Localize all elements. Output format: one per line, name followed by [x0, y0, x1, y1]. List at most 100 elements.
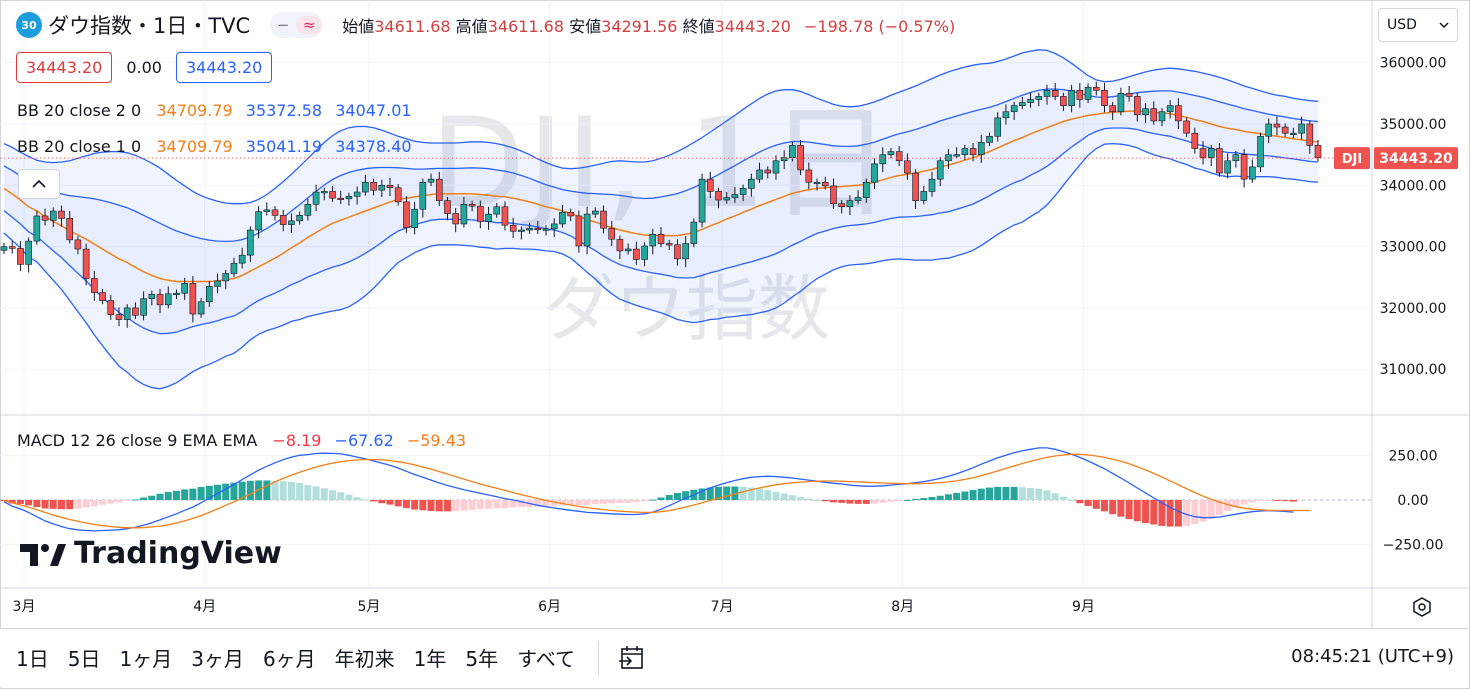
candle-body: [1166, 105, 1174, 113]
candle-body: [49, 210, 57, 221]
macd-histogram-bar: [1068, 500, 1076, 501]
macd-histogram-bar: [205, 485, 213, 500]
currency-select[interactable]: USD: [1378, 8, 1458, 42]
macd-histogram-bar: [739, 486, 747, 500]
candle-body: [1117, 93, 1125, 113]
range-6m-button[interactable]: 6ヶ月: [262, 647, 316, 671]
macd-histogram-bar: [460, 500, 468, 511]
range-1d-button[interactable]: 1日: [16, 647, 49, 671]
price-tick-label: 32000.00: [1380, 301, 1447, 317]
wave-icon[interactable]: ≈: [296, 16, 323, 34]
candle-body: [378, 185, 386, 191]
macd-histogram-bar: [1248, 500, 1256, 503]
bb2-legend[interactable]: BB 20 close 2 0 34709.79 35372.58 34047.…: [17, 101, 420, 120]
macd-histogram-bar: [895, 500, 903, 501]
macd-histogram-bar: [1051, 493, 1059, 500]
macd-histogram-bar: [25, 500, 33, 506]
macd-histogram-bar: [1224, 500, 1232, 511]
range-3m-button[interactable]: 3ヶ月: [191, 647, 244, 671]
macd-histogram-bar: [164, 492, 172, 500]
range-all-button[interactable]: すべて: [517, 647, 575, 671]
low-label: 安値: [569, 17, 602, 36]
sell-price-button[interactable]: 34443.20: [16, 52, 113, 83]
macd-histogram-bar: [977, 488, 985, 500]
macd-histogram-bar: [706, 487, 714, 500]
candle-body: [863, 181, 870, 198]
chart-settings-button[interactable]: [1404, 592, 1440, 622]
macd-histogram-bar: [813, 500, 821, 501]
candle-body: [583, 213, 591, 247]
candle-body: [41, 215, 49, 221]
candle-body: [99, 292, 106, 301]
macd-histogram-bar: [1265, 500, 1273, 501]
macd-legend[interactable]: MACD 12 26 close 9 EMA EMA −8.19 −67.62 …: [17, 431, 474, 450]
time-tick-label: 9月: [1072, 599, 1095, 615]
symbol-badge[interactable]: 30: [16, 12, 42, 38]
macd-histogram-bar: [542, 500, 550, 507]
toolbar-divider: [598, 641, 599, 675]
clock-timezone[interactable]: 08:45:21 (UTC+9): [1291, 646, 1454, 667]
chart-canvas[interactable]: 31000.00 32000.00 33000.00 34000.00 35000.00…: [0, 0, 1470, 628]
candle-body: [222, 273, 230, 282]
macd-histogram-bar: [928, 496, 936, 500]
candle-body: [1060, 96, 1067, 106]
candle-body: [838, 203, 845, 208]
range-5y-button[interactable]: 5年: [465, 647, 499, 671]
tradingview-logo[interactable]: TradingView: [20, 536, 282, 571]
macd-histogram-bar: [49, 500, 57, 509]
collapse-legend-button[interactable]: [18, 169, 60, 199]
range-ytd-button[interactable]: 年初来: [334, 647, 395, 671]
macd-histogram-bar: [41, 500, 49, 509]
macd-histogram-bar: [230, 482, 238, 500]
bb1-upper-line: [3, 88, 1319, 243]
open-label: 始値: [342, 17, 375, 36]
time-tick-label: 7月: [711, 599, 734, 615]
candle-body: [994, 117, 1002, 137]
candle-body: [690, 221, 698, 244]
range-1y-button[interactable]: 1年: [413, 647, 447, 671]
macd-histogram-bar: [509, 500, 517, 508]
macd-histogram-bar: [1043, 490, 1051, 500]
macd-histogram-bar: [501, 500, 509, 509]
candle-body: [542, 228, 550, 231]
bb2-lower: 34047.01: [335, 101, 412, 120]
candle-body: [173, 292, 180, 295]
macd-line: [3, 447, 1294, 532]
bb1-basis: 34709.79: [156, 137, 233, 156]
candle-body: [320, 191, 328, 194]
bb1-legend[interactable]: BB 20 close 1 0 34709.79 35041.19 34378.…: [17, 137, 420, 156]
macd-histogram-bar: [608, 500, 616, 504]
go-to-date-button[interactable]: [614, 641, 650, 675]
macd-histogram-bar: [517, 500, 525, 508]
candle-body: [961, 148, 969, 155]
candle-body: [1142, 108, 1149, 116]
symbol-header: 30 ダウ指数・1日・TVC − ≈ 始値34611.68 高値34611.68…: [16, 10, 955, 40]
macd-histogram-bar: [57, 500, 65, 510]
range-5d-button[interactable]: 5日: [67, 647, 101, 671]
macd-histogram-bar: [419, 500, 427, 511]
minus-icon[interactable]: −: [276, 16, 290, 34]
macd-histogram-bar: [994, 486, 1002, 500]
macd-histogram-bar: [1035, 488, 1043, 500]
macd-histogram-bar: [189, 488, 197, 500]
time-tick-label: 5月: [357, 599, 380, 615]
candle-body: [1051, 89, 1059, 97]
candle-body: [1125, 93, 1133, 97]
macd-histogram-bar: [263, 480, 271, 500]
candle-body: [1175, 105, 1182, 122]
macd-histogram-bar: [1183, 500, 1191, 526]
macd-histogram-bar: [575, 500, 583, 505]
trade-prices: 34443.20 0.00 34443.20: [16, 52, 273, 83]
macd-histogram-bar: [443, 500, 451, 512]
display-toggle[interactable]: − ≈: [270, 12, 323, 38]
signal-line: [3, 453, 1310, 529]
candle-body: [271, 209, 279, 216]
buy-price-button[interactable]: 34443.20: [175, 52, 273, 83]
range-1m-button[interactable]: 1ヶ月: [119, 647, 173, 671]
macd-histogram-bar: [583, 500, 591, 505]
macd-histogram-bar: [764, 490, 772, 500]
bottom-toolbar: 1日 5日 1ヶ月 3ヶ月 6ヶ月 年初来 1年 5年 すべて 08:45:21…: [0, 628, 1468, 687]
candle-body: [33, 215, 41, 242]
symbol-title[interactable]: ダウ指数・1日・TVC: [48, 14, 251, 38]
candle-body: [1092, 86, 1100, 91]
